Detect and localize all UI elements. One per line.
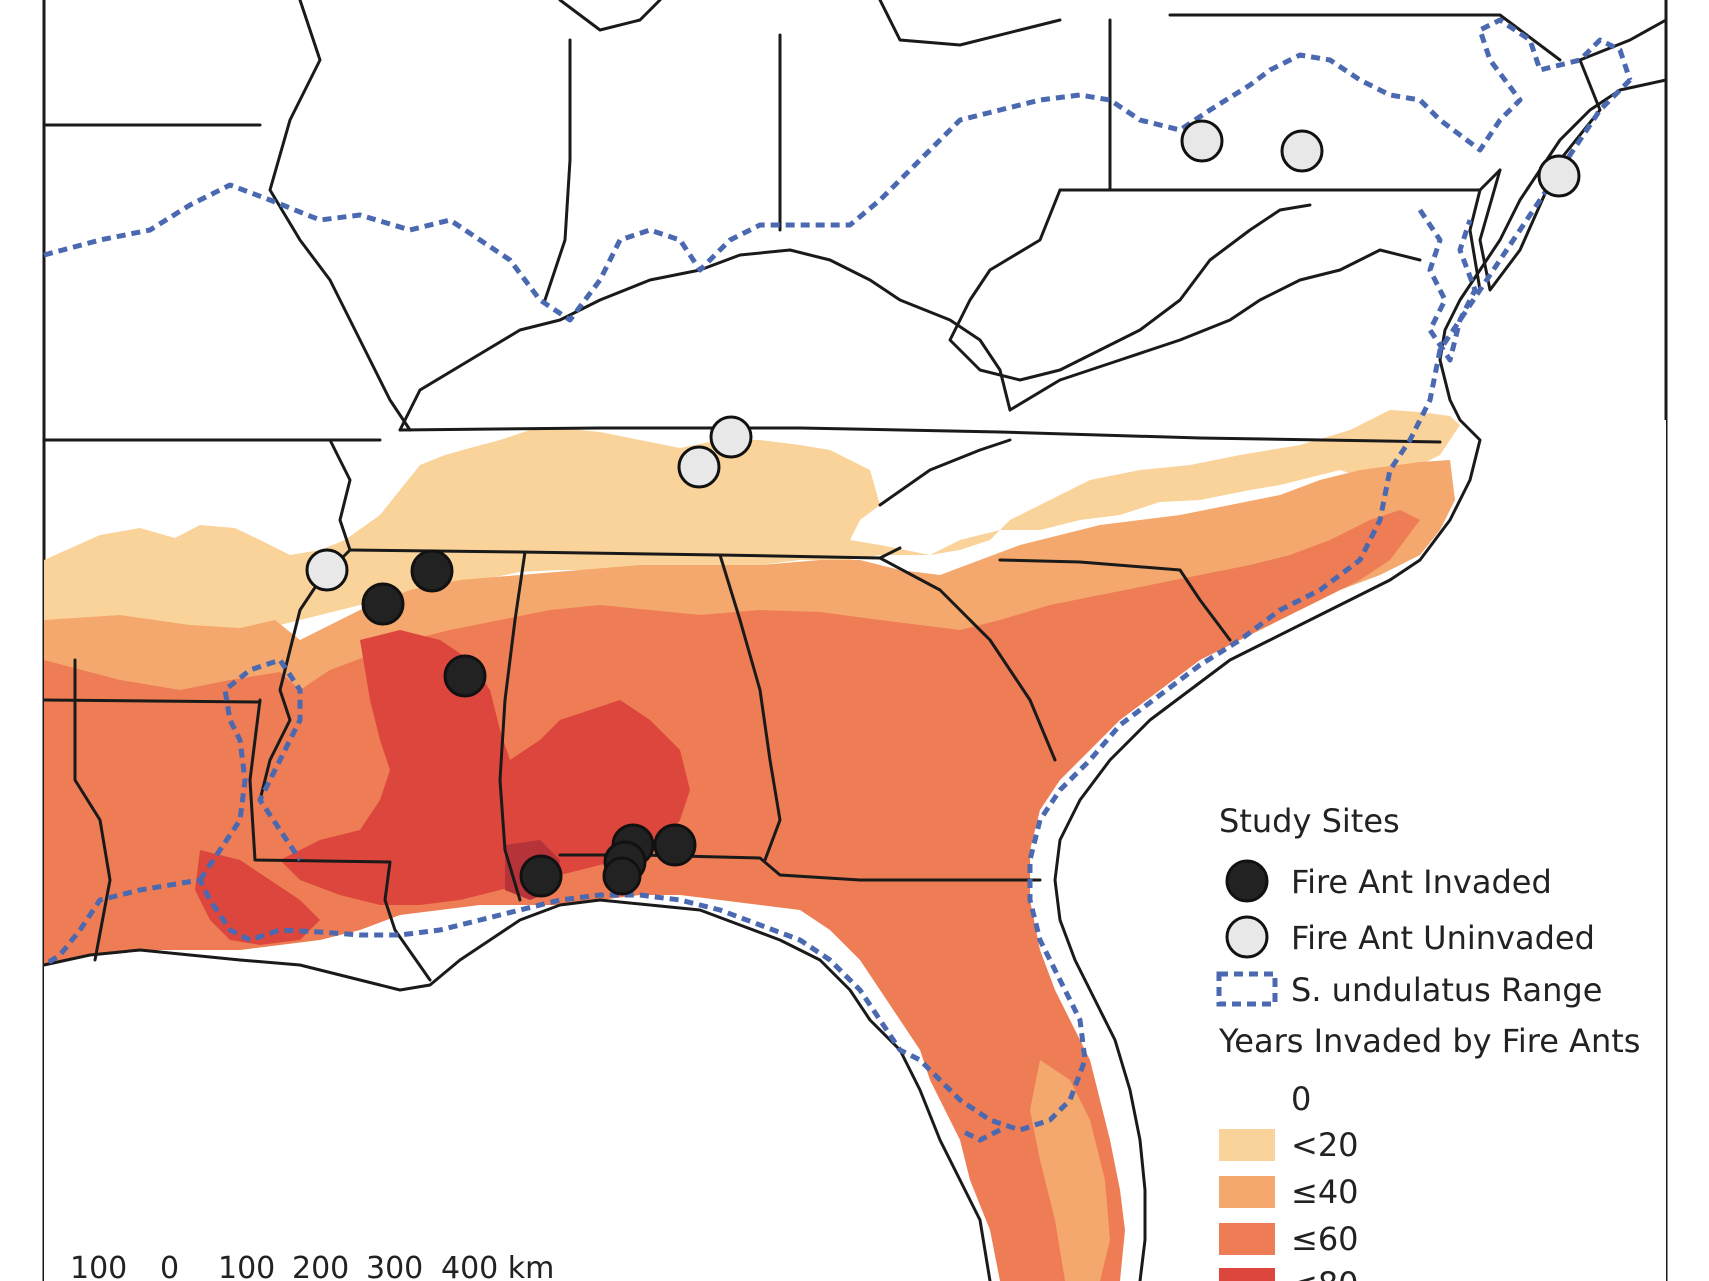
border-northeast [1578,18,1668,62]
site-uninvaded-1 [1180,119,1224,163]
border-oh-pa [1058,18,1112,192]
legend-uninvaded-label: Fire Ant Uninvaded [1291,919,1595,957]
border-ga-sc [878,556,1057,762]
border-mi-in [878,0,1062,47]
scale-label-1: 0 [160,1251,179,1281]
range-outline-north [43,17,1633,323]
legend-class-label-4: ≤80 [1291,1265,1359,1281]
legend-class-label-2: ≤40 [1291,1173,1359,1211]
legend-invaded-symbol [1225,859,1269,903]
legend-years-title: Years Invaded by Fire Ants [1218,1022,1640,1060]
range-florida-inner [958,1127,1002,1143]
legend: Study Sites Fire Ant Invaded Fire Ant Un… [1216,802,1640,1281]
scale-label-4: 300 [366,1251,423,1281]
scale-label-2: 100 [218,1251,275,1281]
border-il-in [543,38,572,302]
border-de [1468,188,1482,292]
gulf-water [44,900,990,1281]
legend-class-swatch-4 [1219,1268,1275,1281]
range-outline-coast [42,78,1632,1133]
coastline-gulf [42,898,992,1281]
legend-class-label-1: <20 [1291,1126,1359,1164]
border-mississippi-river [258,438,352,802]
invasion-zones [44,410,1460,1281]
site-invaded-1 [410,549,454,593]
scale-label-3: 200 [292,1251,349,1281]
border-wv [948,188,1312,382]
s-undulatus-range [42,17,1633,1143]
border-va-north [1008,248,1422,412]
border-ar-la [42,698,262,704]
study-sites [305,119,1581,898]
border-al-ga [718,553,782,862]
site-invaded-2 [361,582,405,626]
legend-class-swatch-3 [1219,1223,1275,1255]
range-chesapeake [1417,208,1478,363]
atlantic-water [1055,420,1666,1281]
site-invaded-7 [519,854,563,898]
zone-le40-florida [1030,1060,1110,1281]
scale-label-5: 400 km [441,1251,554,1281]
legend-uninvaded-symbol [1225,915,1269,959]
scale-label-0: 100 [70,1251,127,1281]
state-borders [42,0,1668,1281]
border-tn-north [398,426,1442,444]
legend-class-swatch-2 [1219,1176,1275,1208]
border-nc-sc [998,558,1232,642]
legend-range-label: S. undulatus Range [1291,971,1602,1009]
legend-class-label-3: ≤60 [1291,1220,1359,1258]
coastline-atlantic [1053,78,1668,1281]
zone-le80 [280,630,690,905]
border-ky-north [398,248,1012,432]
site-invaded-8 [602,856,642,896]
border-pa-md [1108,168,1502,192]
border-ms-la [248,698,432,982]
site-uninvaded-6 [305,548,349,592]
legend-class-label-0: 0 [1291,1080,1311,1118]
site-uninvaded-3 [1537,154,1581,198]
range-outline-west-lobe [197,657,303,882]
site-uninvaded-4 [709,415,753,459]
site-invaded-3 [443,654,487,698]
site-invaded-5 [653,823,697,867]
site-uninvaded-5 [677,445,721,489]
scale-bar: 100 0 100 200 300 400 km [70,1251,554,1281]
legend-class-swatch-0 [1219,1083,1275,1115]
border-ny-pa [1168,13,1562,62]
border-mn-wi [558,0,662,32]
border-ms-al [498,550,527,902]
border-tn-va [878,438,1012,507]
legend-invaded-label: Fire Ant Invaded [1291,863,1552,901]
legend-range-symbol [1216,971,1278,1007]
legend-study-sites-title: Study Sites [1219,802,1400,840]
zone-lt20 [44,410,1460,665]
border-mo-il [268,0,412,432]
border-tx-la [73,658,112,962]
site-uninvaded-2 [1280,129,1324,173]
border-nj [1478,58,1602,292]
legend-class-swatch-1 [1219,1129,1275,1161]
